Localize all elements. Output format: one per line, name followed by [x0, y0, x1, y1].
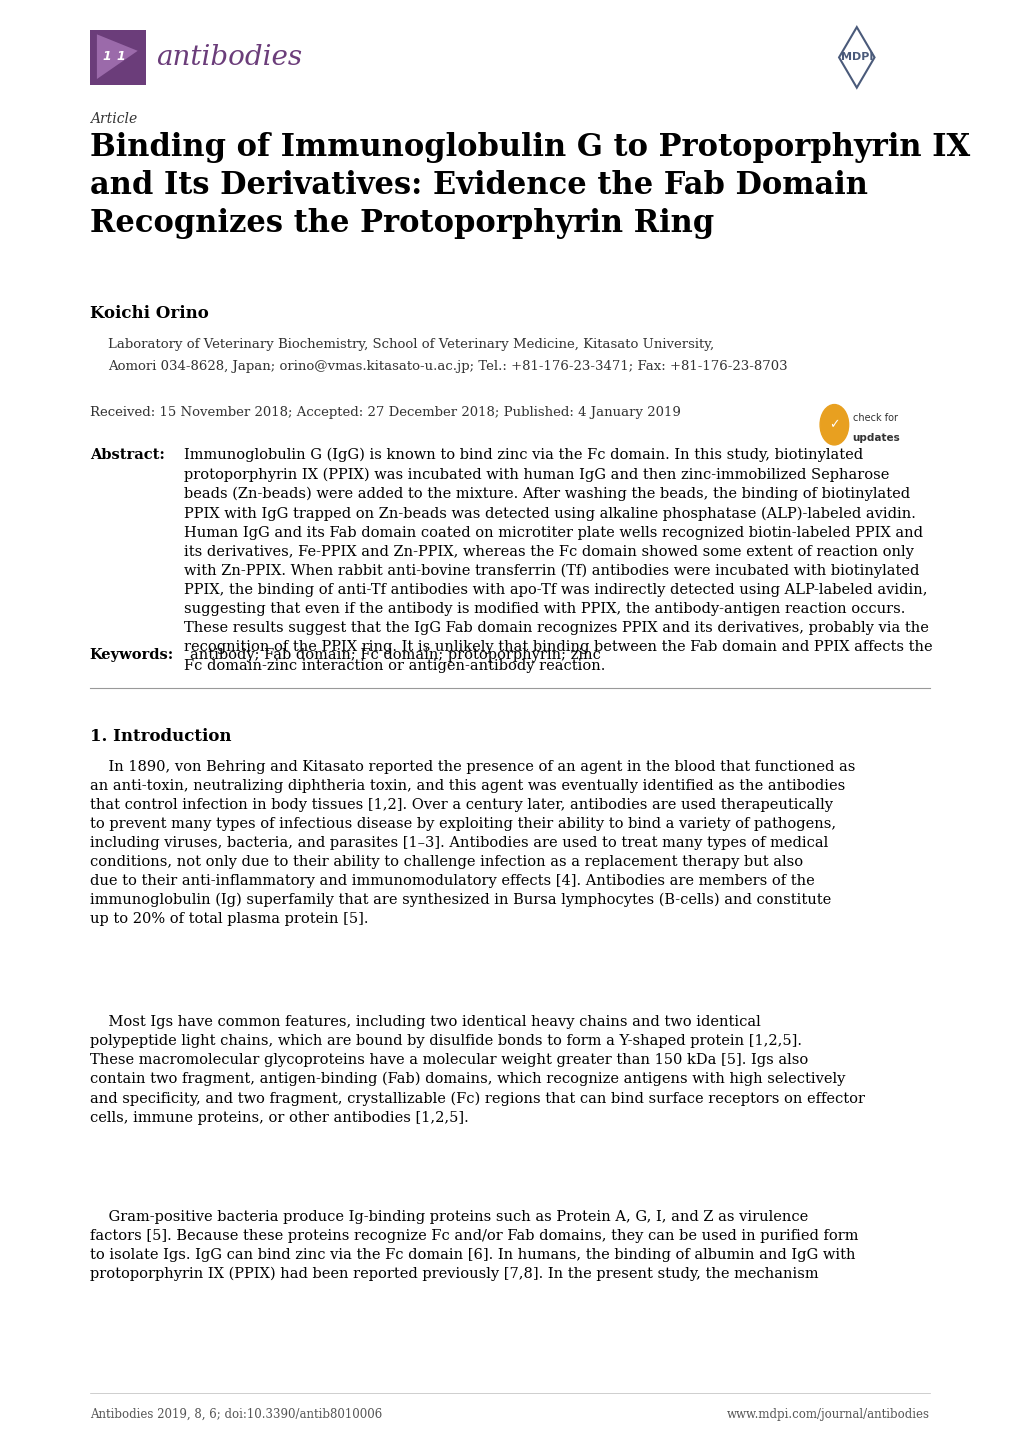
Text: Gram-positive bacteria produce Ig-binding proteins such as Protein A, G, I, and : Gram-positive bacteria produce Ig-bindin…	[90, 1210, 857, 1282]
Text: 1. Introduction: 1. Introduction	[90, 728, 231, 746]
Text: Article: Article	[90, 112, 137, 125]
Text: Abstract:: Abstract:	[90, 448, 164, 461]
Bar	[90, 30, 146, 85]
Polygon shape	[97, 35, 138, 79]
Text: check for: check for	[852, 412, 897, 423]
Text: Keywords:: Keywords:	[90, 647, 174, 662]
Text: antibody; Fab domain; Fc domain; protoporphyrin; zinc: antibody; Fab domain; Fc domain; protopo…	[190, 647, 600, 662]
Text: Antibodies 2019, 8, 6; doi:10.3390/antib8010006: Antibodies 2019, 8, 6; doi:10.3390/antib…	[90, 1407, 382, 1420]
Text: updates: updates	[852, 433, 900, 443]
Text: Aomori 034-8628, Japan; orino@vmas.kitasato-u.ac.jp; Tel.: +81-176-23-3471; Fax:: Aomori 034-8628, Japan; orino@vmas.kitas…	[108, 360, 787, 373]
Text: In 1890, von Behring and Kitasato reported the presence of an agent in the blood: In 1890, von Behring and Kitasato report…	[90, 760, 854, 926]
Text: Koichi Orino: Koichi Orino	[90, 306, 208, 322]
Circle shape	[819, 405, 848, 446]
Text: www.mdpi.com/journal/antibodies: www.mdpi.com/journal/antibodies	[727, 1407, 929, 1420]
Text: MDPI: MDPI	[840, 52, 872, 62]
Text: ✓: ✓	[828, 418, 839, 431]
Text: 1: 1	[102, 50, 111, 63]
Text: 1: 1	[116, 50, 125, 63]
Text: Laboratory of Veterinary Biochemistry, School of Veterinary Medicine, Kitasato U: Laboratory of Veterinary Biochemistry, S…	[108, 337, 713, 350]
Text: Binding of Immunoglobulin G to Protoporphyrin IX
and Its Derivatives: Evidence t: Binding of Immunoglobulin G to Protoporp…	[90, 133, 969, 239]
Text: Most Igs have common features, including two identical heavy chains and two iden: Most Igs have common features, including…	[90, 1015, 864, 1125]
Text: Immunoglobulin G (IgG) is known to bind zinc via the Fc domain. In this study, b: Immunoglobulin G (IgG) is known to bind …	[183, 448, 931, 673]
Text: Received: 15 November 2018; Accepted: 27 December 2018; Published: 4 January 201: Received: 15 November 2018; Accepted: 27…	[90, 407, 680, 420]
Text: antibodies: antibodies	[156, 43, 302, 71]
